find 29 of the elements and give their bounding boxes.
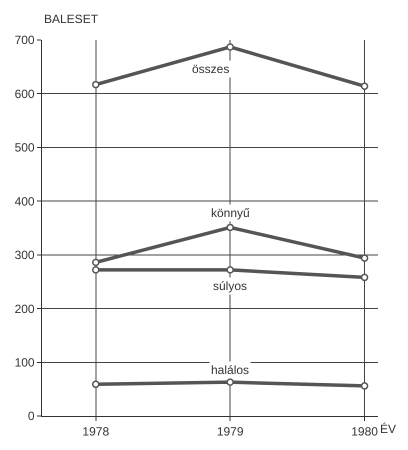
x-axis-title: ÉV: [380, 422, 396, 436]
point: [360, 274, 368, 282]
x-tick-label: 1980: [351, 424, 378, 438]
point: [92, 266, 100, 274]
point: [226, 266, 234, 274]
y-tick-label: 200: [14, 302, 35, 316]
y-tick-label: 0: [28, 409, 35, 424]
y-tick-label: 500: [14, 140, 35, 155]
point: [360, 82, 368, 90]
point: [92, 380, 100, 388]
y-tick-label: 700: [14, 33, 35, 48]
y-tick-label: 600: [14, 86, 35, 101]
x-tick-label: 1978: [82, 424, 110, 438]
x-tick-label: 1979: [216, 424, 244, 438]
point: [226, 43, 234, 51]
point: [226, 224, 234, 232]
y-axis-title: BALESET: [44, 12, 99, 26]
series-label: könnyű: [211, 206, 250, 220]
series-label: súlyos: [213, 279, 248, 293]
point: [360, 382, 368, 390]
series-label: összes: [192, 62, 230, 76]
y-tick-label: 100: [14, 355, 35, 370]
point: [92, 258, 100, 266]
y-tick-label: 300: [14, 248, 35, 262]
series-label: halálos: [211, 363, 250, 377]
y-tick-label: 400: [14, 194, 35, 208]
point: [360, 254, 368, 262]
point: [92, 80, 100, 88]
point: [226, 378, 234, 386]
